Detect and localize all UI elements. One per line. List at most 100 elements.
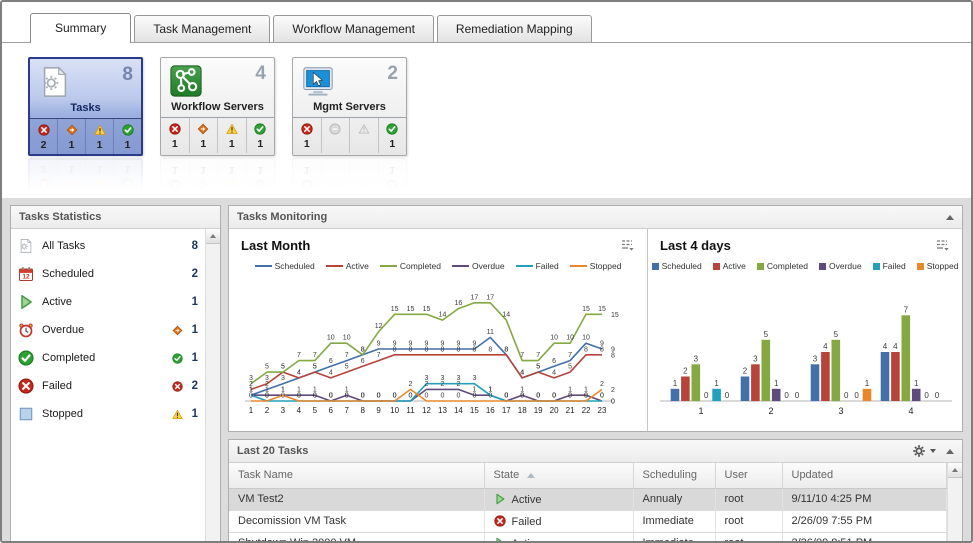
card-status-overdue-diamond: 1: [189, 118, 218, 153]
task-row-shutdown-win-2000-vm[interactable]: Shutdown Win 2000 VM Active Immediate ro…: [229, 532, 946, 542]
card-title: Tasks: [30, 101, 141, 118]
svg-text:6: 6: [329, 406, 334, 415]
column-header-scheduling[interactable]: Scheduling: [633, 463, 715, 488]
stat-row-failed[interactable]: Failed 2: [11, 372, 205, 400]
svg-text:6: 6: [329, 358, 333, 365]
status-count: 1: [304, 138, 310, 150]
legend-label: Active: [723, 261, 746, 271]
scheduling-cell: Immediate: [633, 532, 715, 542]
last-20-tasks-header: Last 20 Tasks: [229, 440, 962, 463]
svg-text:1: 1: [673, 379, 678, 388]
svg-text:7: 7: [520, 352, 524, 359]
svg-text:11: 11: [487, 329, 494, 336]
legend-swatch: [255, 265, 272, 267]
svg-text:8: 8: [441, 346, 445, 353]
svg-text:3: 3: [265, 375, 269, 382]
completed-icon: [172, 353, 183, 364]
svg-text:18: 18: [518, 406, 527, 415]
svg-text:8: 8: [504, 346, 508, 353]
column-header-task-name[interactable]: Task Name: [229, 463, 484, 488]
tab-workflow-management[interactable]: Workflow Management: [273, 15, 434, 42]
svg-text:2: 2: [768, 406, 773, 416]
legend-label: Completed: [400, 261, 441, 271]
svg-text:10: 10: [390, 406, 399, 415]
card-title: Mgmt Servers: [293, 100, 406, 117]
card-status-disabled-circle: [321, 118, 350, 153]
svg-text:0: 0: [854, 391, 859, 400]
legend-item-active: Active: [326, 261, 369, 271]
legend-swatch: [652, 263, 659, 270]
stat-count: 1: [188, 408, 198, 420]
stat-count: 8: [188, 240, 198, 252]
disabled-warning-icon: [358, 123, 370, 135]
updated-cell: 9/11/10 4:25 PM: [782, 488, 946, 510]
scroll-up-button[interactable]: [948, 463, 962, 478]
legend-item-stopped: Stopped: [917, 261, 959, 271]
status-count: 1: [69, 139, 75, 151]
svg-text:10: 10: [327, 335, 335, 342]
svg-text:0: 0: [784, 391, 789, 400]
stat-label: Stopped: [42, 408, 172, 420]
summary-cards-area: 8 Tasks 2 1 1 1 4 Workflow Servers: [2, 43, 971, 198]
legend-swatch: [380, 265, 397, 267]
column-header-user[interactable]: User: [715, 463, 782, 488]
card-status-failed: 2: [30, 119, 57, 154]
chart-options-icon[interactable]: [619, 237, 635, 253]
stat-row-scheduled[interactable]: 12 Scheduled 2: [11, 260, 205, 288]
collapse-icon[interactable]: [946, 215, 954, 220]
summary-cards: 8 Tasks 2 1 1 1 4 Workflow Servers: [28, 57, 971, 156]
svg-text:3: 3: [441, 375, 445, 382]
svg-text:2: 2: [409, 381, 413, 388]
legend-item-overdue: Overdue: [819, 261, 862, 271]
svg-text:5: 5: [764, 330, 769, 339]
svg-text:5: 5: [834, 330, 839, 339]
legend-swatch: [452, 265, 469, 267]
user-cell: root: [715, 510, 782, 532]
svg-text:0: 0: [456, 393, 460, 400]
gear-menu-caret-icon[interactable]: [930, 449, 936, 453]
page-gear-icon: [18, 238, 34, 254]
stat-row-all-tasks[interactable]: All Tasks 8: [11, 232, 205, 260]
task-row-vm-test2[interactable]: VM Test2 Active Annualy root 9/11/10 4:2…: [229, 488, 946, 510]
tab-remediation-mapping[interactable]: Remediation Mapping: [437, 15, 592, 42]
stat-row-overdue[interactable]: Overdue 1: [11, 316, 205, 344]
svg-text:21: 21: [566, 406, 575, 415]
svg-text:4: 4: [552, 369, 556, 376]
last-month-legend: Scheduled Active Completed Overdue Faile…: [239, 261, 637, 271]
tab-task-management[interactable]: Task Management: [134, 15, 270, 42]
task-row-decomission-vm-task[interactable]: Decomission VM Task Failed Immediate roo…: [229, 510, 946, 532]
tasks-monitoring-panel: Tasks Monitoring Last Month Scheduled Ac…: [228, 205, 963, 432]
column-header-state[interactable]: State: [484, 463, 633, 488]
column-header-updated[interactable]: Updated: [782, 463, 946, 488]
card-tasks[interactable]: 8 Tasks 2 1 1 1: [28, 57, 143, 156]
stat-label: Active: [42, 296, 188, 308]
collapse-icon[interactable]: [946, 449, 954, 454]
completed-icon: [18, 350, 34, 366]
stats-scrollbar[interactable]: [205, 229, 220, 542]
legend-swatch: [516, 265, 533, 267]
svg-text:16: 16: [455, 300, 463, 307]
stat-count: 2: [188, 268, 198, 280]
svg-text:4: 4: [893, 342, 898, 351]
card-mgmt-servers[interactable]: 2 Mgmt Servers 1 1: [292, 57, 407, 156]
scroll-up-button[interactable]: [206, 229, 220, 244]
svg-text:5: 5: [313, 406, 318, 415]
stat-row-stopped[interactable]: Stopped 1: [11, 400, 205, 428]
stat-row-active[interactable]: Active 1: [11, 288, 205, 316]
stat-row-completed[interactable]: Completed 1: [11, 344, 205, 372]
chart-options-icon[interactable]: [934, 237, 950, 253]
svg-text:0: 0: [441, 393, 445, 400]
table-scrollbar[interactable]: [947, 463, 962, 542]
gear-icon[interactable]: [912, 444, 926, 458]
tab-summary[interactable]: Summary: [30, 13, 131, 43]
card-status-overdue-diamond: 1: [57, 119, 85, 154]
svg-text:5: 5: [265, 364, 269, 371]
scroll-up-icon: [210, 234, 216, 238]
legend-label: Failed: [883, 261, 906, 271]
legend-item-active: Active: [713, 261, 746, 271]
svg-text:12: 12: [422, 406, 431, 415]
card-count: 2: [387, 64, 398, 84]
last-20-tasks-title: Last 20 Tasks: [237, 445, 902, 457]
card-workflow-servers[interactable]: 4 Workflow Servers 1 1 1 1: [160, 57, 275, 156]
status-count: 1: [257, 138, 263, 150]
